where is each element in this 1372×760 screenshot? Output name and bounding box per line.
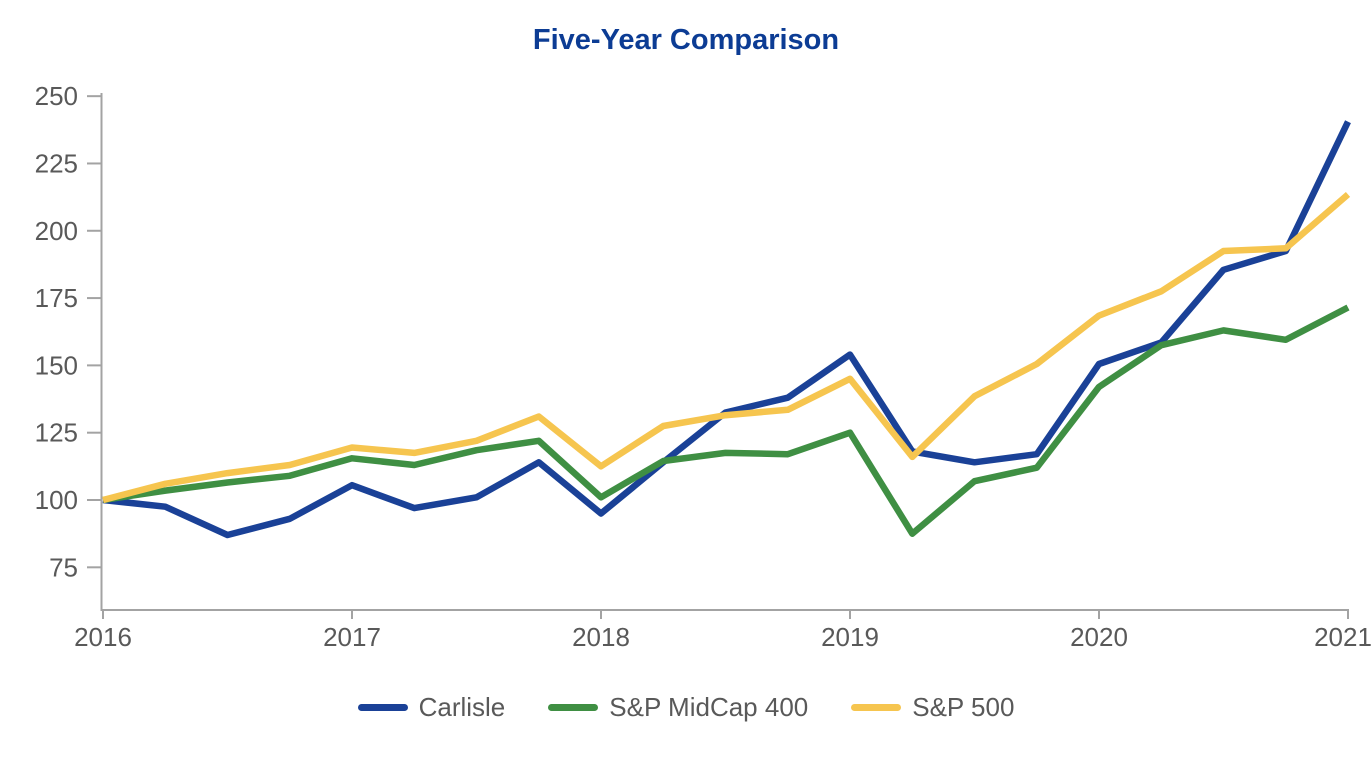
legend-item-s-p-midcap-400: S&P MidCap 400	[548, 692, 808, 723]
series-line-s-p-500	[102, 191, 1351, 504]
legend-label: S&P 500	[912, 692, 1015, 722]
y-tick-label: 250	[35, 81, 78, 111]
y-tick-label: 175	[35, 283, 78, 313]
x-tick-label: 2016	[74, 622, 132, 652]
x-tick-label: 2018	[572, 622, 630, 652]
legend-swatch-s-p-midcap-400	[548, 704, 599, 711]
legend-swatch-carlisle	[357, 704, 408, 711]
x-tick-label: 2019	[821, 622, 879, 652]
chart-legend: Carlisle S&P MidCap 400 S&P 500	[0, 692, 1372, 723]
legend-label: Carlisle	[418, 692, 506, 722]
x-tick-label: 2017	[323, 622, 381, 652]
legend-swatch-s-p-500	[851, 704, 902, 711]
y-tick-label: 200	[35, 216, 78, 246]
y-tick-label: 125	[35, 418, 78, 448]
legend-label: S&P MidCap 400	[609, 692, 809, 722]
y-tick-label: 150	[35, 350, 78, 380]
legend-item-s-p-500: S&P 500	[851, 692, 1014, 723]
legend-item-carlisle: Carlisle	[357, 692, 506, 723]
chart-plot-area: 75 100 125 150 175 200 225 250 2016 2017 2018 2019 2…	[35, 81, 1372, 652]
y-tick-label: 100	[35, 485, 78, 515]
x-tick-label: 2020	[1070, 622, 1128, 652]
y-tick-label: 75	[49, 552, 78, 582]
y-tick-label: 225	[35, 148, 78, 178]
series-line-s-p-midcap-400	[102, 304, 1350, 537]
x-tick-label: 2021	[1314, 622, 1372, 652]
chart-title: Five-Year Comparison	[532, 24, 840, 56]
